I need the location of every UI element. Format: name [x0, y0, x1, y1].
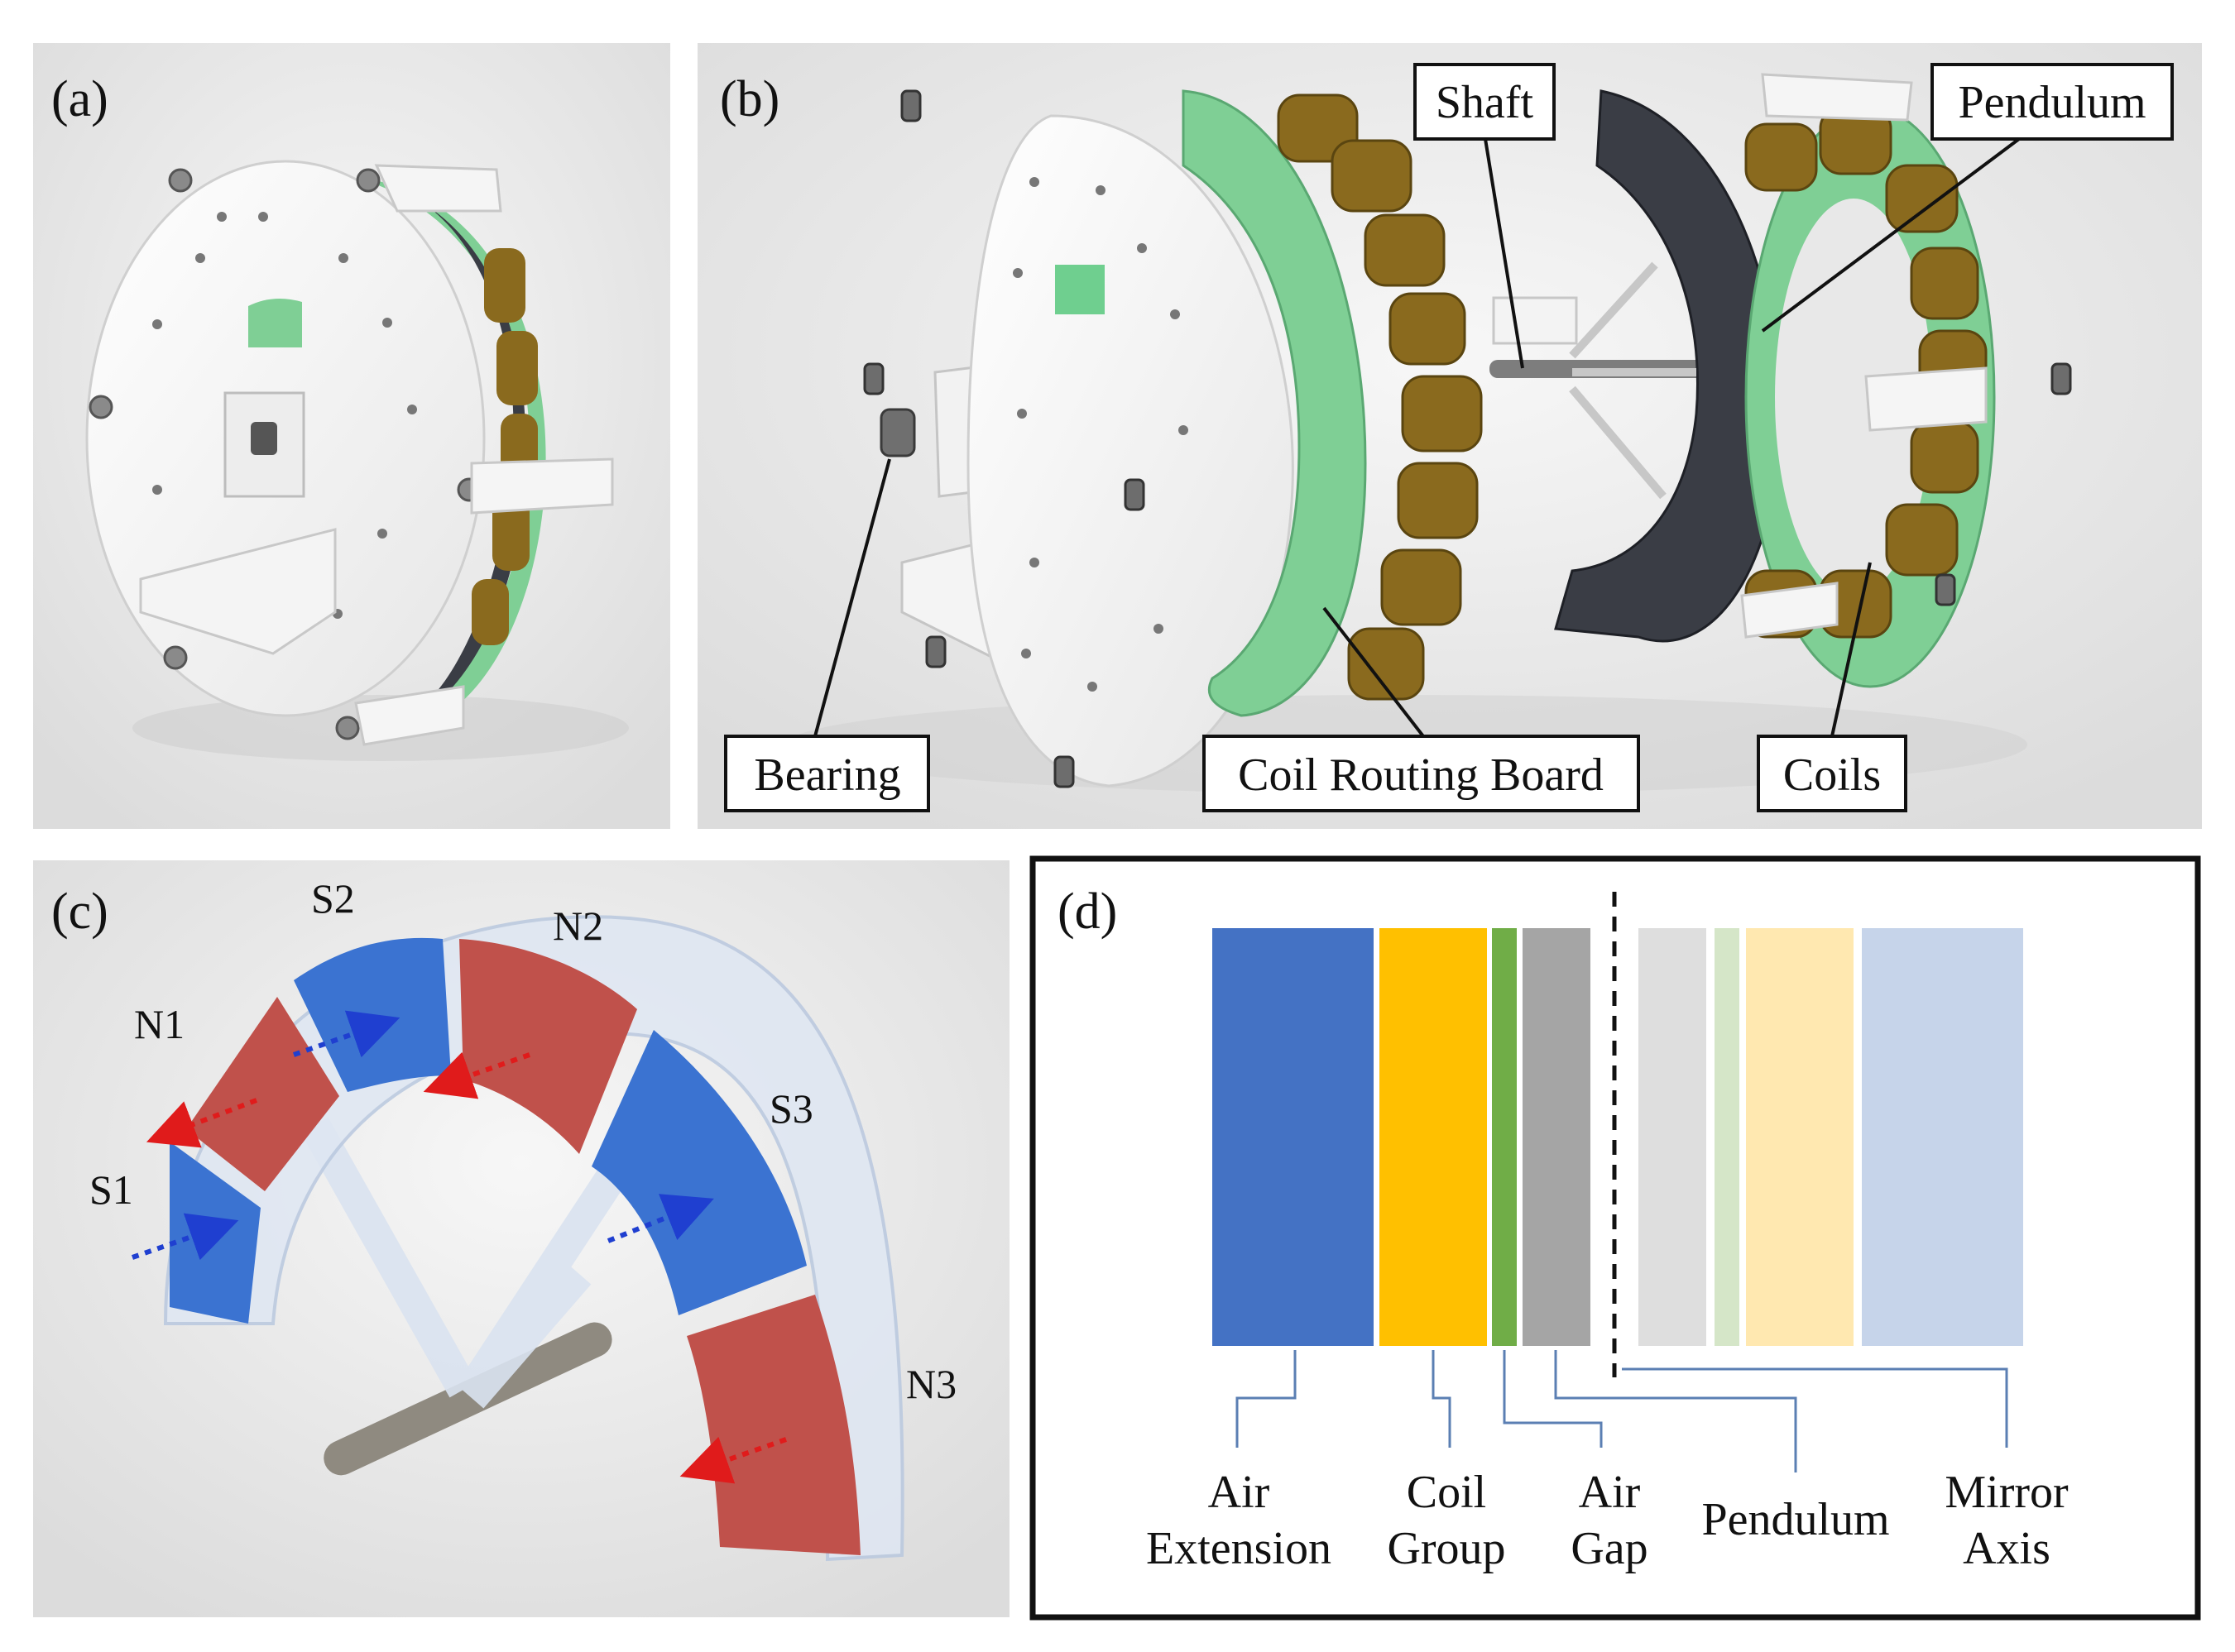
panel-b-bearing: [880, 408, 916, 457]
layer-mirror-yellow: [1746, 928, 1854, 1346]
legend-air-gap-line1: Air: [1579, 1467, 1641, 1518]
panel-c-flux-arrows: [132, 1010, 787, 1484]
panel-b: Shaft Pendulum Bearing Coil Routing Boar…: [698, 43, 2202, 829]
callout-coil-routing-board-box: [1202, 735, 1640, 812]
panel-b-plate-window: [1055, 265, 1105, 314]
panel-a: (a): [33, 43, 670, 829]
pole-label-n1: N1: [134, 1001, 185, 1047]
flux-arrow-n1: [146, 1098, 258, 1148]
panel-b-label: (b): [720, 71, 779, 127]
magnet-s3: [592, 1030, 807, 1315]
callout-pendulum-leader: [1761, 137, 2021, 333]
panel-b-plate-holes: [1013, 177, 1188, 692]
panel-b-pendulum-spokes: [1569, 261, 1696, 500]
legend-mirror-axis-line1: Mirror: [1945, 1467, 2069, 1518]
panel-b-coil-routing-board: [1182, 89, 1367, 717]
connector-pendulum: [1554, 1350, 1797, 1472]
panel-c-shaft: [324, 1322, 612, 1476]
panel-a-bracket-bottom: [139, 528, 337, 655]
legend-coil-group-line2: Group: [1387, 1523, 1505, 1574]
magnet-n3: [687, 1295, 861, 1555]
callout-pendulum: Pendulum: [1761, 63, 2174, 333]
panel-d-connectors: [1235, 1350, 2008, 1472]
callout-coil-routing-board-text: Coil Routing Board: [1238, 749, 1604, 801]
connector-coil-group: [1432, 1350, 1451, 1448]
pole-label-s1: S1: [89, 1166, 133, 1213]
legend-mirror-axis-line2: Axis: [1963, 1523, 2050, 1574]
connector-mirror-axis: [1622, 1367, 2008, 1448]
panel-c: S1 N1 S2 N2 S3 N3 (c): [33, 860, 1010, 1617]
callout-coils: Coils: [1757, 562, 1907, 812]
callout-shaft-box: [1413, 63, 1556, 141]
callout-bearing: Bearing: [724, 458, 930, 812]
layer-coil-group: [1379, 928, 1487, 1346]
layer-air-gap: [1523, 928, 1590, 1346]
legend-air-gap-line2: Gap: [1571, 1523, 1647, 1574]
magnet-n2: [459, 939, 637, 1154]
panel-b-stator-bolts: [1935, 362, 2072, 606]
legend-air-extension-line2: Extension: [1146, 1523, 1331, 1574]
magnet-n1: [186, 997, 339, 1191]
panel-b-stator-bracket-top: [1761, 73, 1913, 122]
flux-arrow-n2: [423, 1051, 530, 1099]
flux-arrow-s1: [132, 1213, 239, 1261]
pole-label-s2: S2: [311, 875, 355, 922]
layer-coil-board: [1492, 928, 1517, 1346]
panel-d-label: (d): [1058, 883, 1117, 940]
panel-a-bracket-right: [470, 457, 614, 515]
panel-b-coil-chain: [1277, 93, 1483, 701]
callout-shaft-leader: [1484, 138, 1524, 369]
callout-coils-leader: [1830, 562, 1872, 737]
panel-b-shaft-bracket: [1492, 296, 1578, 345]
panel-b-white-plate: [966, 114, 1294, 788]
panel-b-stator-bracket-bottom: [1740, 582, 1839, 639]
callout-bearing-box: [724, 735, 930, 812]
panel-b-stator-inner: [1775, 199, 1932, 596]
connector-air-extension: [1235, 1350, 1297, 1448]
layer-mirror-blue: [1862, 928, 2023, 1346]
callout-bearing-text: Bearing: [754, 749, 900, 801]
layer-mirror-green: [1715, 928, 1739, 1346]
callout-bearing-leader: [813, 458, 891, 737]
layer-mirror-gray: [1638, 928, 1706, 1346]
pole-label-s3: S3: [770, 1085, 813, 1132]
callout-coils-box: [1757, 735, 1907, 812]
panel-a-bracket-top: [374, 164, 502, 213]
legend-air-extension-line1: Air: [1208, 1467, 1270, 1518]
panel-a-label: (a): [51, 71, 108, 127]
panel-a-window: [248, 299, 302, 347]
panel-b-stator-bracket-right: [1864, 366, 1988, 432]
layer-air-extension: [1212, 928, 1374, 1346]
legend-pendulum: Pendulum: [1701, 1494, 1889, 1545]
pole-label-n3: N3: [906, 1361, 957, 1407]
panel-a-bearing: [251, 422, 277, 455]
flux-arrow-n3: [679, 1436, 787, 1484]
connector-air-gap: [1503, 1350, 1603, 1448]
pole-label-n2: N2: [553, 903, 603, 949]
callout-shaft-text: Shaft: [1436, 77, 1534, 128]
panel-c-label: (c): [51, 883, 108, 940]
callout-coil-routing-board-leader: [1322, 606, 1425, 738]
callout-coils-text: Coils: [1783, 749, 1881, 801]
callout-shaft: Shaft: [1413, 63, 1556, 369]
panel-a-bracket-low: [354, 685, 465, 746]
flux-arrow-s3: [607, 1194, 714, 1243]
panel-b-screws: [863, 89, 1145, 788]
panel-b-pendulum: [1554, 89, 1782, 643]
callout-pendulum-box: [1930, 63, 2174, 141]
panel-d: Air Extension Coil Group Air Gap Pendulu…: [1029, 855, 2201, 1621]
callout-pendulum-text: Pendulum: [1958, 77, 2146, 128]
callout-coil-routing-board: Coil Routing Board: [1202, 606, 1640, 812]
legend-coil-group-line1: Coil: [1407, 1467, 1486, 1518]
flux-arrow-s2: [293, 1010, 400, 1058]
